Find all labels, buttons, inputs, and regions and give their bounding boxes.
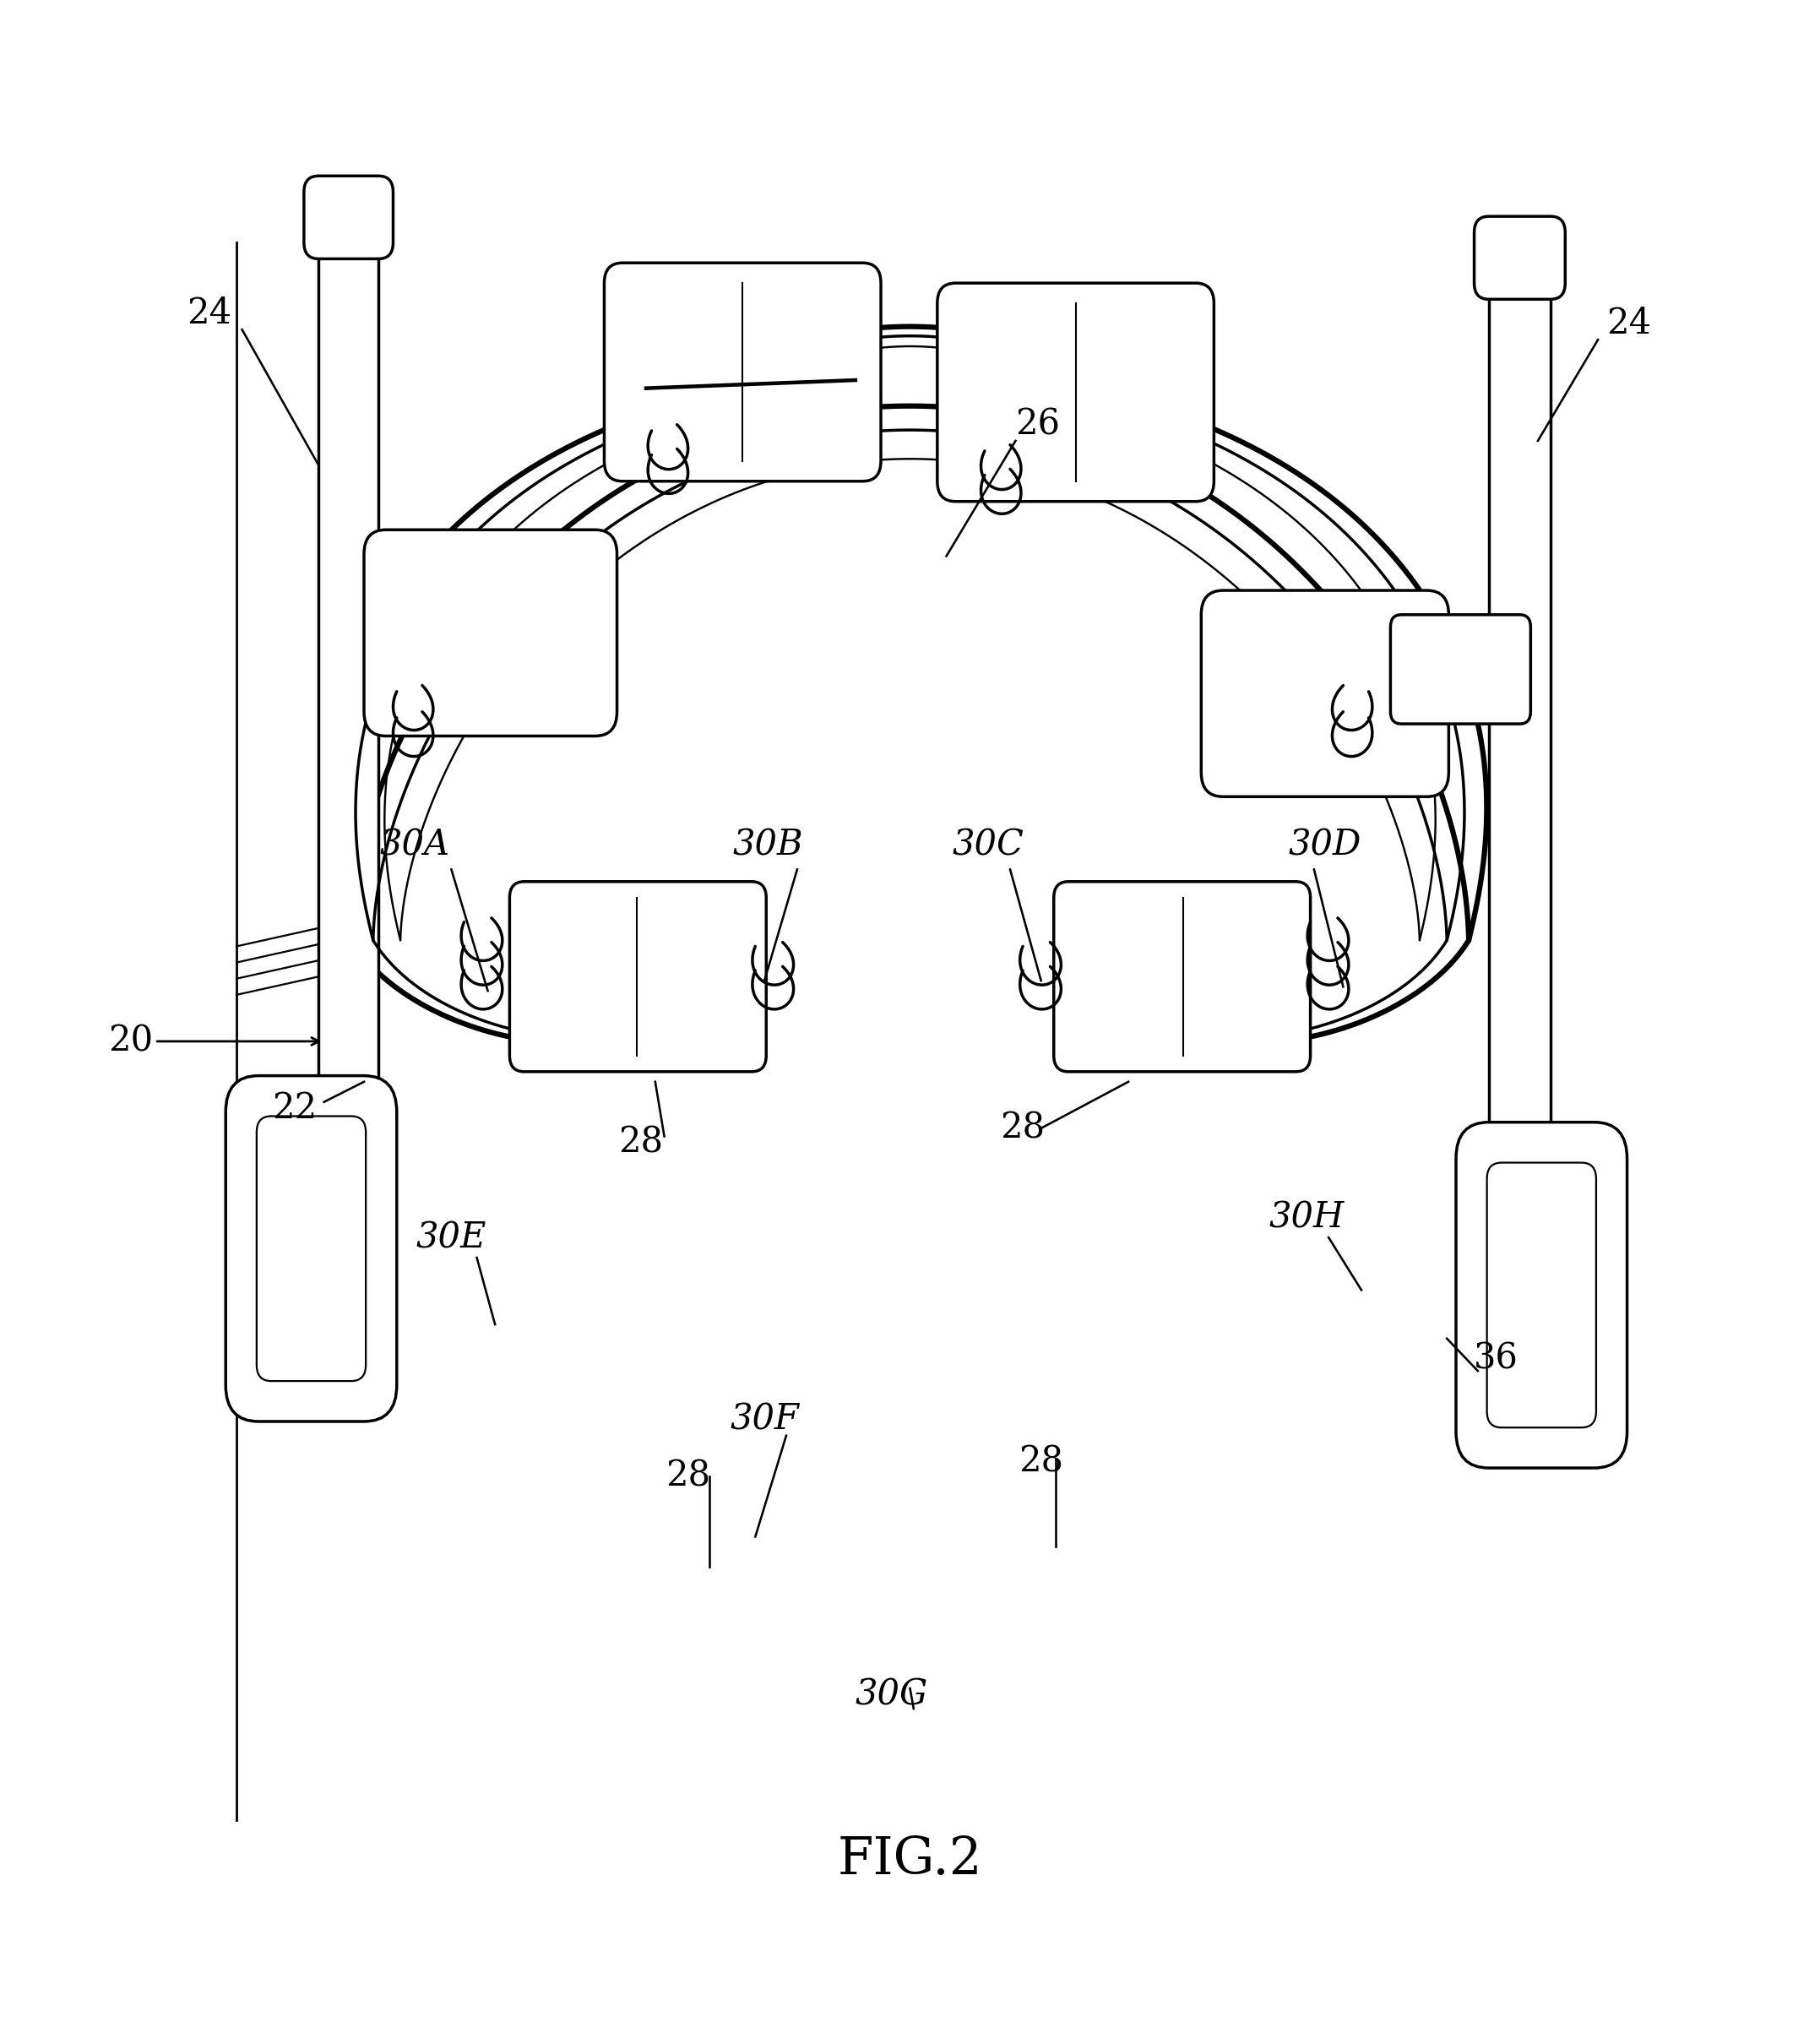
- FancyBboxPatch shape: [1456, 1122, 1627, 1468]
- FancyBboxPatch shape: [304, 176, 393, 259]
- Text: 30B: 30B: [733, 827, 803, 863]
- Text: 28: 28: [619, 1124, 662, 1161]
- Text: 36: 36: [1474, 1341, 1518, 1377]
- Text: 20: 20: [109, 1023, 153, 1060]
- Text: 28: 28: [1001, 1110, 1045, 1146]
- FancyBboxPatch shape: [1201, 590, 1449, 797]
- Polygon shape: [1489, 253, 1551, 1203]
- Text: 26: 26: [1016, 406, 1059, 443]
- Text: 30D: 30D: [1289, 827, 1361, 863]
- Text: 28: 28: [1019, 1444, 1063, 1480]
- Text: 24: 24: [1607, 305, 1651, 342]
- Text: 24: 24: [187, 295, 231, 332]
- Text: 30C: 30C: [952, 827, 1025, 863]
- FancyBboxPatch shape: [510, 882, 766, 1072]
- FancyBboxPatch shape: [226, 1076, 397, 1421]
- Text: 28: 28: [666, 1458, 710, 1494]
- FancyBboxPatch shape: [364, 530, 617, 736]
- FancyBboxPatch shape: [604, 263, 881, 481]
- FancyBboxPatch shape: [1487, 1163, 1596, 1428]
- Text: 30F: 30F: [730, 1401, 799, 1438]
- Text: FIG.2: FIG.2: [837, 1834, 983, 1887]
- FancyBboxPatch shape: [1390, 615, 1531, 724]
- FancyBboxPatch shape: [257, 1116, 366, 1381]
- Text: 30A: 30A: [380, 827, 450, 863]
- Text: 22: 22: [273, 1090, 317, 1126]
- Text: 30H: 30H: [1269, 1199, 1345, 1235]
- Text: 30E: 30E: [417, 1219, 486, 1256]
- FancyBboxPatch shape: [1054, 882, 1310, 1072]
- Polygon shape: [318, 212, 379, 1173]
- FancyBboxPatch shape: [937, 283, 1214, 501]
- Text: 30G: 30G: [855, 1676, 928, 1713]
- FancyBboxPatch shape: [1474, 216, 1565, 299]
